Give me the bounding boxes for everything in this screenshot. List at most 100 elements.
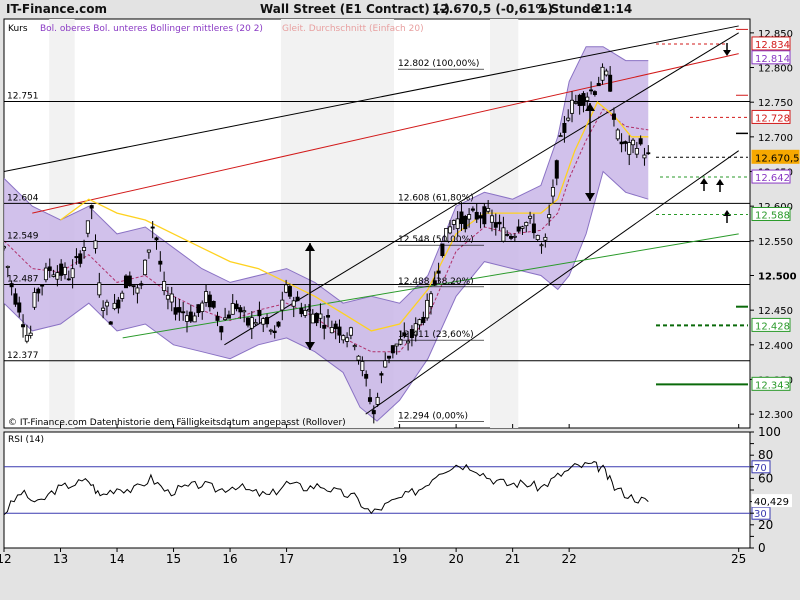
candle-body: [135, 287, 140, 294]
candle-body: [238, 307, 243, 313]
price-tag-box: [751, 36, 791, 51]
candle-body: [436, 270, 441, 274]
candle: [158, 251, 163, 272]
candle-body: [200, 302, 205, 312]
main-plot-area: [4, 19, 750, 428]
candle: [440, 243, 445, 258]
candle-body: [406, 340, 411, 344]
candle: [89, 204, 94, 220]
candle-body: [448, 226, 453, 234]
rsi-current-value: 40,429: [754, 497, 789, 508]
candle-body: [600, 66, 605, 81]
candle-body: [432, 280, 437, 286]
candle: [310, 309, 315, 324]
candle-body: [589, 89, 594, 92]
candle: [444, 227, 449, 242]
candle-body: [512, 235, 517, 238]
candle: [383, 352, 388, 368]
candle: [390, 345, 395, 359]
candle: [169, 286, 174, 312]
candle-body: [337, 326, 342, 336]
candle: [554, 159, 559, 186]
price-tag-label: 12.428: [755, 321, 790, 332]
candle-body: [4, 246, 7, 249]
candle: [589, 81, 594, 95]
candle: [600, 63, 605, 85]
candle-body: [425, 299, 430, 319]
candle-body: [554, 160, 559, 179]
candle: [341, 334, 346, 344]
candle: [417, 318, 422, 330]
candle-body: [245, 317, 250, 326]
candle: [337, 319, 342, 344]
candle: [215, 311, 220, 327]
candle-body: [558, 135, 563, 138]
candle-body: [634, 148, 639, 155]
candle: [512, 233, 517, 243]
projection-arrow-head: [305, 243, 315, 251]
candle-body: [352, 345, 357, 348]
candle: [211, 300, 216, 310]
candle-body: [291, 300, 296, 307]
candle: [520, 225, 525, 235]
x-tick-label: 14: [109, 552, 124, 566]
candle-body: [181, 311, 186, 314]
candle-body: [162, 281, 167, 292]
fib-label: 12.802 (100,00%): [398, 59, 479, 69]
trendline: [4, 25, 739, 172]
candle-body: [24, 334, 29, 342]
level-label: 12.487: [7, 275, 39, 285]
candle: [13, 288, 18, 307]
candle: [135, 284, 140, 304]
candle-body: [215, 315, 220, 321]
candle: [367, 388, 372, 405]
candle: [104, 299, 109, 316]
candle-body: [531, 223, 536, 234]
candle: [581, 91, 586, 113]
candle: [66, 270, 71, 281]
candle: [459, 202, 464, 231]
candle: [93, 234, 98, 254]
candle-body: [150, 226, 155, 229]
candle: [62, 262, 67, 280]
candle-body: [265, 317, 270, 325]
candle: [242, 306, 247, 323]
candle: [131, 285, 136, 296]
candle-body: [280, 299, 285, 311]
candle-body: [314, 312, 319, 324]
candle: [116, 296, 121, 314]
candle: [112, 293, 117, 311]
candle: [146, 249, 151, 259]
candle: [631, 138, 636, 154]
price-tag-label: 12.814: [755, 54, 790, 65]
candle-body: [486, 208, 491, 212]
candle: [562, 116, 567, 143]
candle: [604, 68, 609, 77]
candle: [531, 213, 536, 239]
candle-body: [463, 215, 468, 230]
candle-body: [333, 323, 338, 330]
fib-label: 12.488 (38,20%): [398, 277, 474, 287]
level-label: 12.549: [7, 232, 39, 242]
fib-label: 12.294 (0,00%): [398, 411, 468, 421]
candle: [299, 302, 304, 318]
candle: [97, 272, 102, 298]
projection-arrow-head: [585, 193, 595, 201]
candle-body: [101, 307, 106, 311]
x-tick-label: 15: [166, 552, 181, 566]
candle-body: [85, 220, 90, 234]
instrument-title: Wall Street (E1 Contract) (-): [260, 2, 450, 16]
candle-body: [13, 293, 18, 305]
candle-body: [596, 83, 601, 87]
candle: [249, 311, 254, 339]
candle: [394, 343, 399, 355]
kurs-label: Kurs: [8, 24, 28, 34]
candle-body: [547, 214, 552, 219]
candle: [268, 328, 273, 335]
candle-body: [9, 283, 14, 288]
candle-body: [242, 310, 247, 313]
trendline: [32, 53, 739, 214]
price-tag-box: [751, 149, 800, 164]
candle-body: [402, 332, 407, 337]
candle-body: [631, 139, 636, 146]
